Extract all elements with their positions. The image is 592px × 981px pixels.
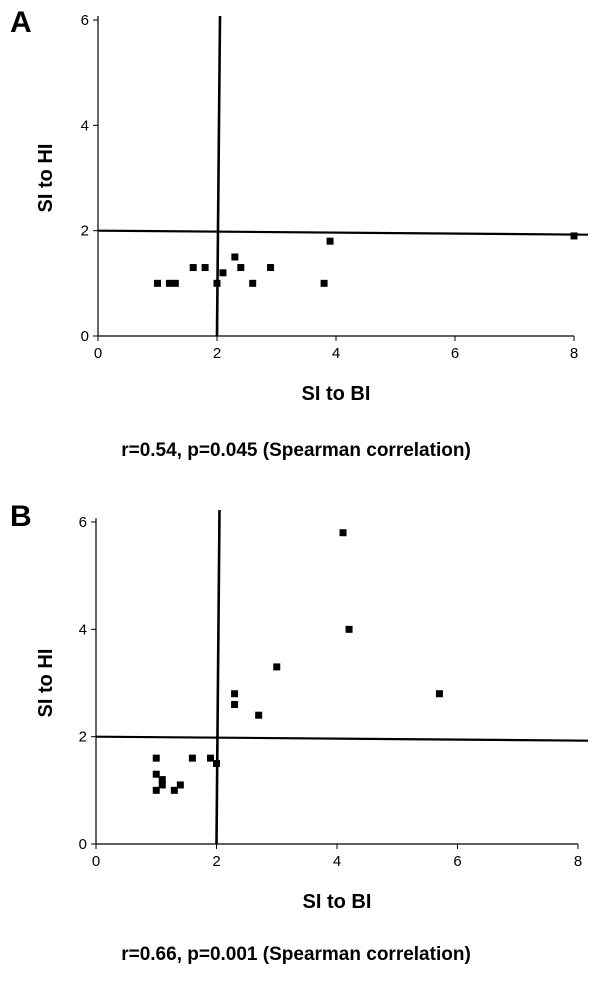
y-tick-label: 6 bbox=[79, 514, 87, 531]
data-point bbox=[176, 781, 184, 789]
data-point bbox=[345, 625, 353, 633]
data-point bbox=[326, 237, 334, 245]
y-tick-label: 2 bbox=[79, 729, 87, 746]
panel-a: A 0 2 4 6 8 0 2 4 6 SI to BI SI to HI r=0.54, p=0.… bbox=[0, 0, 592, 490]
data-point bbox=[213, 760, 220, 767]
data-point bbox=[201, 264, 209, 272]
y-tick-label: 4 bbox=[81, 117, 89, 134]
panel-label: A bbox=[10, 6, 32, 39]
chart-caption: r=0.66, p=0.001 (Spearman correlation) bbox=[121, 944, 471, 965]
data-point bbox=[273, 663, 281, 671]
data-point bbox=[570, 232, 578, 240]
data-point bbox=[435, 690, 443, 698]
x-axis-title: SI to BI bbox=[302, 383, 371, 405]
x-tick-label: 0 bbox=[94, 345, 102, 362]
x-tick-label: 8 bbox=[570, 345, 578, 362]
x-tick-label: 8 bbox=[574, 853, 582, 870]
reference-line-vertical bbox=[215, 509, 221, 845]
data-point bbox=[152, 754, 160, 762]
data-point bbox=[206, 754, 214, 762]
data-point bbox=[188, 754, 196, 762]
data-point bbox=[158, 776, 166, 784]
scatter-plot-a: 0 2 4 6 8 0 2 4 6 SI to BI SI to HI bbox=[35, 12, 589, 405]
x-tick-label: 2 bbox=[212, 853, 220, 870]
panel-label: B bbox=[10, 500, 32, 533]
y-tick-label: 4 bbox=[79, 621, 87, 638]
data-point bbox=[255, 711, 263, 719]
data-point bbox=[219, 269, 227, 277]
data-point bbox=[267, 264, 275, 272]
data-point bbox=[152, 786, 160, 794]
data-point bbox=[152, 770, 160, 778]
reference-line-horizontal bbox=[97, 229, 589, 236]
data-point bbox=[165, 279, 173, 287]
data-point bbox=[213, 279, 221, 287]
chart-caption: r=0.54, p=0.045 (Spearman correlation) bbox=[121, 440, 471, 461]
data-point bbox=[189, 264, 197, 272]
y-tick-label: 0 bbox=[81, 328, 89, 345]
data-point bbox=[237, 264, 245, 272]
y-axis-title: SI to HI bbox=[35, 144, 57, 213]
data-point bbox=[231, 690, 239, 698]
x-tick-label: 6 bbox=[453, 853, 461, 870]
y-tick-label: 2 bbox=[81, 223, 89, 240]
y-tick-label: 6 bbox=[81, 12, 89, 29]
y-tick-label: 0 bbox=[79, 836, 87, 853]
y-axis-title: SI to HI bbox=[35, 649, 57, 718]
panel-b: B 0 2 4 6 8 0 2 4 6 SI to BI SI to HI r=0.66, p=0.… bbox=[0, 490, 592, 981]
scatter-plot-b: 0 2 4 6 8 0 2 4 6 SI to BI SI to HI bbox=[35, 509, 589, 913]
x-tick-label: 4 bbox=[332, 345, 340, 362]
x-tick-label: 4 bbox=[333, 853, 341, 870]
x-axis-title: SI to BI bbox=[303, 891, 372, 913]
x-tick-label: 2 bbox=[213, 345, 221, 362]
x-tick-label: 0 bbox=[92, 853, 100, 870]
data-point bbox=[339, 529, 347, 537]
reference-line-horizontal bbox=[95, 735, 589, 742]
x-tick-label: 6 bbox=[451, 345, 459, 362]
data-point bbox=[171, 279, 179, 287]
data-point bbox=[249, 279, 257, 287]
data-point bbox=[231, 700, 239, 708]
data-point bbox=[158, 781, 166, 789]
data-point bbox=[231, 253, 239, 261]
data-point bbox=[320, 279, 328, 287]
data-point bbox=[170, 786, 178, 794]
data-point bbox=[154, 279, 161, 287]
reference-line-vertical bbox=[215, 15, 222, 337]
